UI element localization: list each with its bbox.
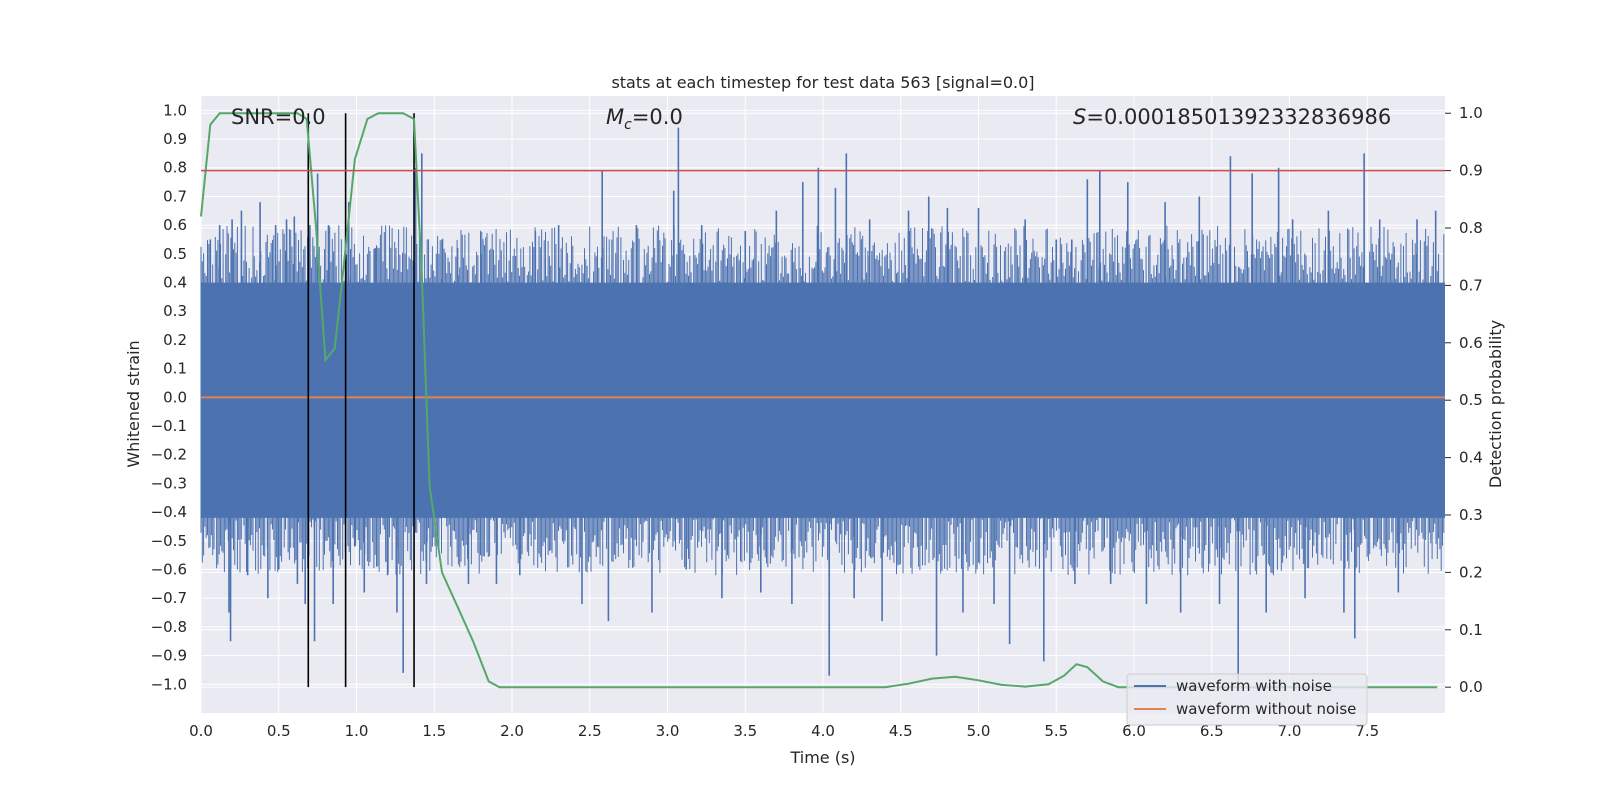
right-y-tick-label: 0.4 [1459,449,1483,467]
left-y-tick-label: 0.2 [163,331,187,349]
right-y-tick-label: 1.0 [1459,104,1483,122]
left-y-tick-label: −1.0 [151,675,187,693]
right-y-tick-label: 0.8 [1459,219,1483,237]
left-y-tick-label: 1.0 [163,101,187,119]
left-y-tick-label: −0.6 [151,561,187,579]
left-y-tick-label: 0.3 [163,302,187,320]
s-annotation: S=0.00018501392332836986 [1073,105,1391,129]
left-y-tick-label: −0.1 [151,417,187,435]
chirp-mass-symbol: M [606,105,624,129]
left-y-tick-label: 0.8 [163,159,187,177]
left-y-tick-label: 0.4 [163,274,187,292]
right-y-tick-label: 0.3 [1459,506,1483,524]
left-y-tick-label: 0.1 [163,360,187,378]
noise-texture [200,225,1445,576]
x-axis-ticks: 0.0 0.5 1.0 1.5 2.0 2.5 3.0 3.5 4.0 4.5 5.0 5.5 6.0 6… [189,722,1379,740]
snr-annotation: SNR=0.0 [231,105,326,129]
x-tick-label: 4.5 [889,722,913,740]
x-tick-label: 0.0 [189,722,213,740]
x-tick-label: 2.5 [578,722,602,740]
legend-label-waveform-with-noise: waveform with noise [1176,677,1332,695]
right-y-tick-label: 0.2 [1459,563,1483,581]
left-y-tick-label: −0.9 [151,647,187,665]
chart-title: stats at each timestep for test data 563… [611,73,1034,92]
s-symbol: S [1073,105,1086,129]
x-tick-label: 6.0 [1122,722,1146,740]
x-tick-label: 0.5 [267,722,291,740]
detection-probability-series [200,112,1438,689]
x-tick-label: 3.0 [656,722,680,740]
waveform-with-noise-series [200,127,1445,685]
x-axis-label: Time (s) [789,748,855,767]
x-tick-label: 1.5 [422,722,446,740]
x-tick-label: 7.5 [1355,722,1379,740]
left-y-tick-label: −0.2 [151,446,187,464]
right-y-tick-label: 0.0 [1459,678,1483,696]
x-tick-label: 3.5 [733,722,757,740]
right-y-tick-label: 0.9 [1459,162,1483,180]
x-tick-label: 7.0 [1278,722,1302,740]
left-y-tick-label: −0.7 [151,589,187,607]
left-y-tick-label: 0.7 [163,187,187,205]
x-tick-label: 4.0 [811,722,835,740]
s-value: =0.00018501392332836986 [1086,105,1391,129]
left-y-tick-label: −0.5 [151,532,187,550]
x-tick-label: 2.0 [500,722,524,740]
legend-box [1126,673,1368,726]
right-y-axis-ticks: 1.0 0.9 0.8 0.7 0.6 0.5 0.4 0.3 0.2 0.1 0.0 [1445,104,1483,696]
x-tick-label: 6.5 [1200,722,1224,740]
vertical-markers [307,113,415,688]
left-y-tick-label: −0.3 [151,474,187,492]
left-y-tick-label: 0.5 [163,245,187,263]
right-y-tick-label: 0.1 [1459,621,1483,639]
detection-probability-line [200,112,1438,689]
chirp-mass-annotation: Mc=0.0 [606,105,683,133]
chirp-mass-value: =0.0 [632,105,683,129]
left-y-axis-label: Whitened strain [124,340,143,467]
legend: waveform with noise waveform without noi… [1126,673,1368,726]
right-y-tick-label: 0.6 [1459,334,1483,352]
left-y-tick-label: −0.4 [151,503,187,521]
x-tick-label: 1.0 [345,722,369,740]
left-y-tick-label: 0.0 [163,388,187,406]
left-y-axis-ticks: 1.0 0.9 0.8 0.7 0.6 0.5 0.4 0.3 0.2 0.1 0.0 −0.1 −0.… [151,101,187,693]
chirp-mass-subscript: c [624,117,632,133]
x-tick-label: 5.0 [967,722,991,740]
right-y-axis-label: Detection probability [1486,320,1505,488]
right-y-tick-label: 0.5 [1459,391,1483,409]
left-y-tick-label: −0.8 [151,618,187,636]
left-y-tick-label: 0.9 [163,130,187,148]
x-tick-label: 5.5 [1044,722,1068,740]
left-y-tick-label: 0.6 [163,216,187,234]
legend-label-waveform-without-noise: waveform without noise [1176,700,1356,718]
right-y-tick-label: 0.7 [1459,276,1483,294]
